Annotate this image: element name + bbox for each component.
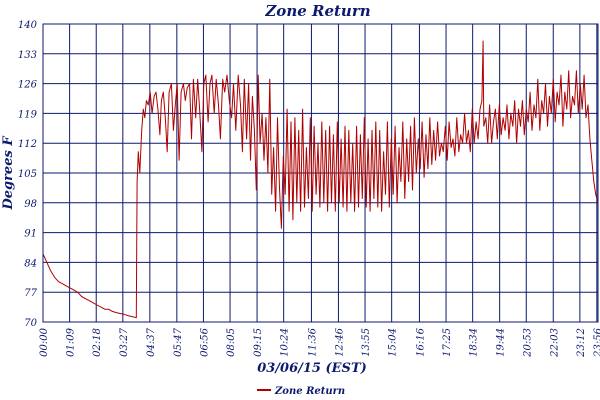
- chart-title: Zone Return: [264, 2, 370, 20]
- y-tick-label: 70: [24, 318, 37, 329]
- y-tick-label: 126: [18, 80, 38, 91]
- x-tick-label: 05:47: [173, 327, 184, 356]
- x-tick-label: 23:56: [593, 327, 600, 357]
- y-axis-title: Degrees F: [1, 136, 16, 211]
- x-tick-label: 03:27: [119, 327, 130, 356]
- y-tick-label: 119: [18, 109, 38, 120]
- x-tick-label: 12:46: [334, 327, 345, 356]
- x-axis-title: 03/06/15 (EST): [257, 361, 367, 376]
- legend-label: Zone Return: [274, 386, 345, 397]
- y-tick-label: 112: [18, 139, 37, 150]
- x-tick-label: 08:05: [226, 328, 237, 357]
- x-tick-label: 23:12: [576, 328, 587, 358]
- y-axis-ticks: 70 77 84 91 98 105 112 119 126 133 140: [18, 20, 38, 329]
- x-axis-ticks: 00:00 01:09 02:18 03:27 04:37 05:47 06:56 08:05…: [39, 327, 600, 357]
- series-line-zone-return: [42, 40, 599, 319]
- x-tick-label: 11:36: [307, 327, 318, 356]
- x-tick-label: 02:18: [92, 328, 103, 357]
- plot-frame: [42, 23, 599, 323]
- x-tick-label: 19:44: [496, 328, 507, 357]
- x-tick-label: 04:37: [146, 327, 157, 356]
- y-tick-label: 140: [18, 20, 38, 31]
- x-tick-label: 06:56: [199, 327, 210, 356]
- x-tick-label: 01:09: [66, 327, 77, 356]
- x-tick-label: 20:53: [522, 328, 533, 358]
- y-tick-label: 133: [18, 50, 37, 61]
- y-tick-label: 98: [24, 199, 37, 210]
- x-tick-label: 22:03: [549, 328, 560, 358]
- x-tick-label: 18:34: [469, 328, 480, 357]
- y-tick-label: 84: [24, 258, 37, 269]
- x-tick-label: 10:24: [280, 328, 291, 357]
- series-layer: [42, 40, 599, 319]
- x-tick-label: 00:00: [39, 327, 50, 356]
- legend: Zone Return: [257, 386, 345, 397]
- x-tick-label: 13:55: [361, 328, 372, 357]
- x-tick-label: 16:16: [415, 327, 426, 356]
- y-tick-label: 91: [24, 229, 37, 240]
- y-tick-label: 105: [18, 169, 37, 180]
- x-tick-label: 15:04: [388, 328, 399, 357]
- x-tick-label: 09:15: [253, 328, 264, 357]
- y-tick-label: 77: [24, 288, 37, 299]
- x-tick-label: 17:25: [442, 328, 453, 357]
